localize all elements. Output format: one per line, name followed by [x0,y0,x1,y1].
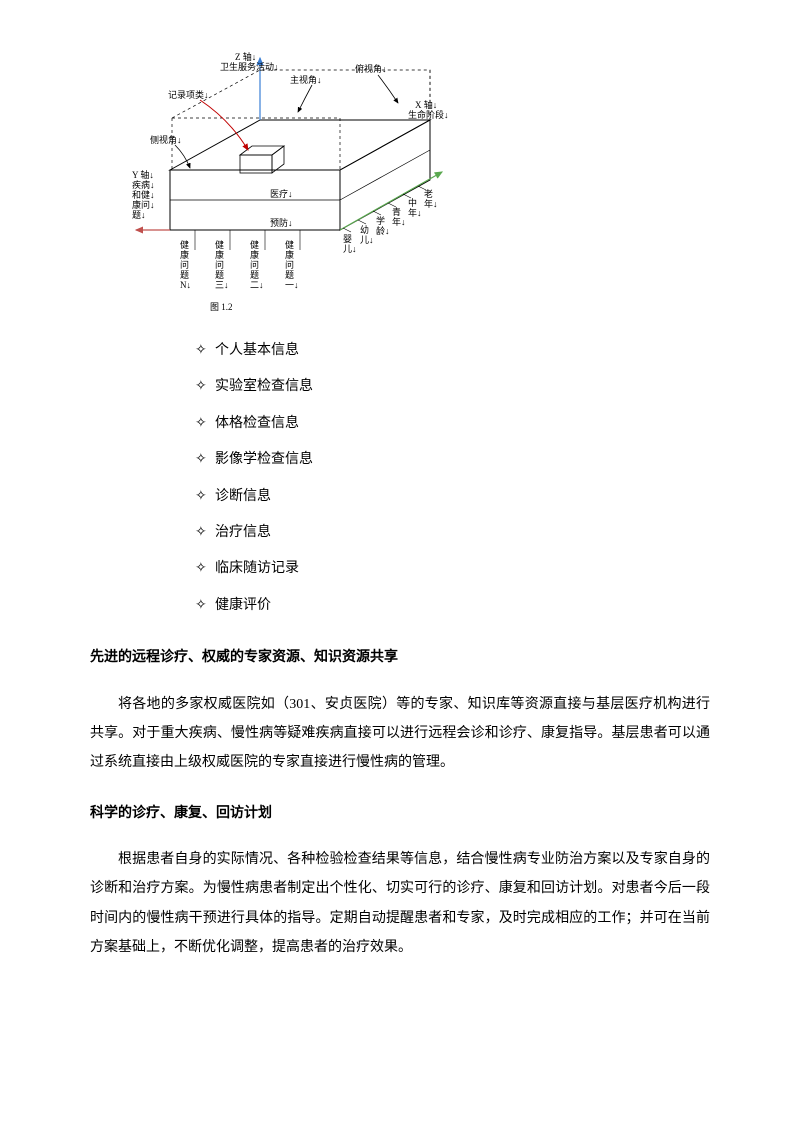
bullet-text: 健康评价 [215,598,271,613]
x-axis-label2: 生命阶段↓ [408,109,449,120]
svg-text:问: 问 [180,259,189,270]
list-item: ✧实验室检查信息 [195,376,710,398]
bullet-icon: ✧ [195,413,215,435]
svg-text:年↓: 年↓ [408,207,422,218]
top-view-callout: 俯视角↓ [355,63,387,74]
svg-text:疾病↓: 疾病↓ [132,179,155,190]
svg-text:青: 青 [392,206,401,217]
bullet-text: 个人基本信息 [215,343,299,358]
main-view-callout: 主视角↓ [290,74,322,85]
svg-text:婴: 婴 [343,234,352,244]
svg-text:题: 题 [250,270,259,280]
svg-text:问: 问 [250,259,259,270]
svg-text:N↓: N↓ [180,280,191,290]
list-item: ✧体格检查信息 [195,413,710,435]
svg-text:题: 题 [215,270,224,280]
svg-text:康: 康 [285,249,294,260]
depth-label-2: 预防↓ [270,217,293,228]
svg-text:康: 康 [180,249,189,260]
svg-text:题: 题 [180,270,189,280]
svg-text:年↓: 年↓ [424,198,438,209]
svg-text:儿↓: 儿↓ [360,235,374,245]
bullet-text: 诊断信息 [215,489,271,504]
bullet-text: 体格检查信息 [215,416,299,431]
list-item: ✧诊断信息 [195,486,710,508]
side-view-callout: 侧视角↓ [150,134,182,145]
list-item: ✧健康评价 [195,595,710,617]
ehr-3d-box-diagram: Z 轴↓ 卫生服务活动↓ X 轴↓ 生命阶段↓ Y 轴↓ 疾病↓ 和健↓ 康问↓… [130,50,460,320]
svg-text:一↓: 一↓ [285,280,299,290]
bullet-text: 临床随访记录 [215,561,299,576]
section-heading-1: 先进的远程诊疗、权威的专家资源、知识资源共享 [90,647,710,669]
bullet-icon: ✧ [195,595,215,617]
list-item: ✧个人基本信息 [195,340,710,362]
svg-text:问: 问 [215,259,224,270]
svg-text:儿↓: 儿↓ [343,244,357,254]
bullet-icon: ✧ [195,558,215,580]
svg-text:年↓: 年↓ [392,216,406,227]
svg-text:康: 康 [215,249,224,260]
section-body-2: 根据患者自身的实际情况、各种检验检查结果等信息，结合慢性病专业防治方案以及专家自… [90,845,710,963]
bullet-icon: ✧ [195,522,215,544]
section-body-1: 将各地的多家权威医院如（301、安贞医院）等的专家、知识库等资源直接与基层医疗机… [90,690,710,778]
info-category-list: ✧个人基本信息 ✧实验室检查信息 ✧体格检查信息 ✧影像学检查信息 ✧诊断信息 … [195,340,710,617]
svg-text:中: 中 [408,197,417,208]
y-axis-label: Y 轴↓ [132,169,154,180]
svg-text:和健↓: 和健↓ [132,189,155,200]
svg-text:康问↓: 康问↓ [132,199,155,210]
bullet-icon: ✧ [195,340,215,362]
bullet-text: 治疗信息 [215,525,271,540]
diagram-caption: 图 1.2 [210,302,233,312]
svg-text:健: 健 [215,239,224,250]
svg-text:题↓: 题↓ [132,210,146,220]
list-item: ✧临床随访记录 [195,558,710,580]
svg-text:问: 问 [285,259,294,270]
svg-text:二↓: 二↓ [250,280,264,290]
svg-text:学: 学 [376,215,385,226]
bullet-icon: ✧ [195,376,215,398]
section-heading-2: 科学的诊疗、康复、回访计划 [90,803,710,825]
svg-text:康: 康 [250,249,259,260]
bullet-icon: ✧ [195,449,215,471]
svg-text:老: 老 [424,188,433,199]
bullet-text: 影像学检查信息 [215,452,313,467]
svg-text:幼: 幼 [360,224,369,235]
svg-text:健: 健 [285,239,294,250]
svg-text:题: 题 [285,270,294,280]
svg-text:三↓: 三↓ [215,280,229,290]
record-callout: 记录项类↓ [168,89,209,100]
bullet-text: 实验室检查信息 [215,379,313,394]
svg-text:健: 健 [180,239,189,250]
diagram-svg: Z 轴↓ 卫生服务活动↓ X 轴↓ 生命阶段↓ Y 轴↓ 疾病↓ 和健↓ 康问↓… [130,50,460,320]
x-axis-label: X 轴↓ [415,99,437,110]
svg-text:龄↓: 龄↓ [376,225,390,236]
z-axis-label: Z 轴↓ [235,51,256,62]
z-axis-label2: 卫生服务活动↓ [220,61,279,72]
list-item: ✧影像学检查信息 [195,449,710,471]
svg-text:健: 健 [250,239,259,250]
bullet-icon: ✧ [195,486,215,508]
list-item: ✧治疗信息 [195,522,710,544]
depth-label-1: 医疗↓ [270,188,293,199]
